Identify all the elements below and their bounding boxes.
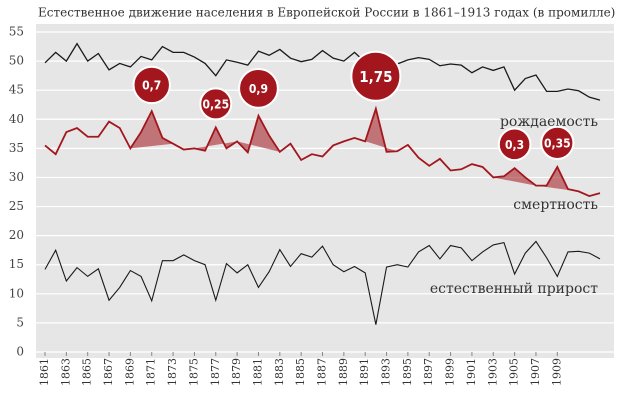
annotation-label: 0,35 [544, 136, 571, 150]
x-tick-label: 1889 [337, 358, 350, 386]
series-label: рождаемость [500, 114, 598, 130]
annotation-label: 0,3 [505, 138, 524, 152]
chart-title: Естественное движение населения в Европе… [38, 6, 615, 20]
annotation-label: 0,7 [142, 78, 161, 92]
peak-shade [130, 111, 174, 149]
annotation-bubble [199, 87, 233, 121]
annotation-bubble [238, 67, 279, 109]
x-tick-label: 1875 [187, 358, 200, 386]
series-label: естественный прирост [430, 281, 598, 297]
x-tick-label: 1863 [59, 358, 72, 386]
plot-background [36, 24, 614, 358]
y-tick-label: 10 [9, 286, 24, 300]
y-tick-label: 30 [9, 170, 24, 184]
annotation-label: 0,25 [202, 97, 229, 111]
y-tick-label: 35 [9, 141, 24, 155]
annotation-label: 1,75 [359, 68, 392, 86]
annotation-bubble [540, 125, 575, 160]
peak-shade [535, 166, 579, 192]
x-tick-label: 1893 [380, 358, 393, 386]
x-tick-label: 1869 [123, 358, 136, 386]
series-line [44, 105, 601, 198]
peak-shade [354, 108, 398, 152]
y-tick-label: 15 [9, 257, 24, 271]
peak-shade [493, 168, 536, 186]
x-tick-label: 1867 [102, 358, 115, 386]
y-tick-label: 50 [9, 54, 24, 68]
x-tick-label: 1871 [145, 358, 158, 386]
x-tick-label: 1903 [486, 358, 499, 386]
x-tick-label: 1885 [294, 358, 307, 386]
y-tick-label: 20 [9, 228, 24, 242]
x-tick-label: 1909 [550, 358, 563, 386]
x-tick-label: 1861 [38, 358, 51, 386]
x-tick-label: 1873 [166, 358, 179, 386]
y-tick-label: 25 [9, 199, 24, 213]
x-tick-label: 1901 [465, 358, 478, 386]
x-tick-label: 1905 [508, 358, 521, 386]
peak-shade [237, 115, 280, 153]
x-tick-label: 1887 [316, 358, 329, 386]
y-tick-label: 5 [16, 315, 24, 329]
series-label: смертность [513, 197, 598, 213]
series-line [44, 42, 601, 101]
y-tick-label: 40 [9, 112, 24, 126]
x-tick-label: 1883 [273, 358, 286, 386]
x-tick-label: 1879 [230, 358, 243, 386]
x-tick-label: 1895 [401, 358, 414, 386]
peak-shade [194, 127, 238, 151]
x-tick-label: 1897 [422, 358, 435, 386]
annotation-bubble [132, 65, 171, 105]
y-tick-label: 0 [16, 345, 24, 359]
x-tick-label: 1881 [251, 358, 264, 386]
x-tick-label: 1891 [358, 358, 371, 386]
y-tick-label: 55 [9, 25, 24, 39]
x-tick-label: 1877 [209, 358, 222, 386]
y-tick-label: 45 [9, 83, 24, 97]
annotation-label: 0,9 [249, 82, 268, 96]
x-tick-label: 1899 [444, 358, 457, 386]
annotation-bubble [497, 127, 532, 162]
x-tick-label: 1865 [81, 358, 94, 386]
annotation-bubble [350, 50, 402, 102]
series-line [44, 240, 601, 325]
x-tick-label: 1907 [529, 358, 542, 386]
